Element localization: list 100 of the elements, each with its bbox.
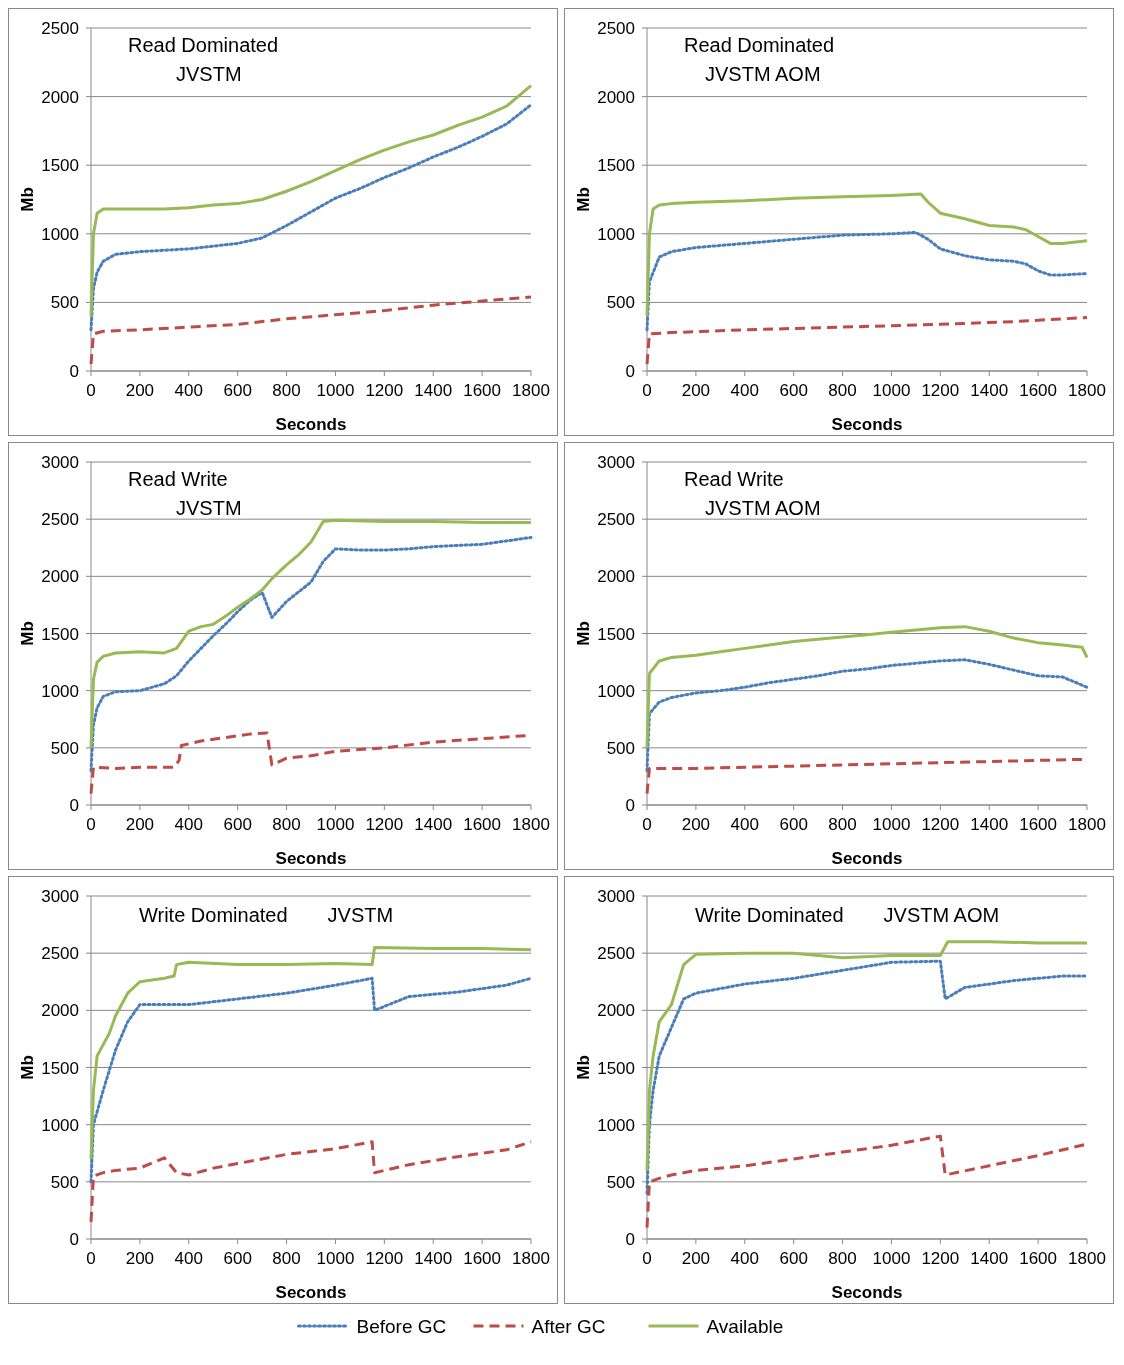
y-axis-title: Mb xyxy=(18,621,37,646)
y-tick-label: 1000 xyxy=(597,681,635,701)
x-axis-title: Seconds xyxy=(275,849,347,868)
y-tick-label: 2500 xyxy=(597,944,635,964)
x-tick-label: 1000 xyxy=(316,381,355,400)
y-axis-title: Mb xyxy=(574,621,593,646)
x-tick-label: 1000 xyxy=(316,815,355,834)
x-axis-title: Seconds xyxy=(831,849,903,868)
x-tick-label: 1000 xyxy=(872,815,911,834)
y-axis-title: Mb xyxy=(18,1055,37,1080)
line-series xyxy=(89,535,533,773)
x-tick-label: 1400 xyxy=(414,815,453,834)
x-axis-title: Seconds xyxy=(831,415,903,434)
x-tick-label: 200 xyxy=(125,815,155,834)
y-tick-label: 2500 xyxy=(41,19,79,38)
x-tick-label: 200 xyxy=(681,815,711,834)
y-tick-label: 500 xyxy=(606,293,635,313)
x-tick-label: 1200 xyxy=(921,381,960,400)
x-tick-label: 400 xyxy=(174,1249,203,1268)
y-tick-label: 0 xyxy=(69,362,79,381)
x-axis-title: Seconds xyxy=(275,1283,347,1302)
x-tick-label: 0 xyxy=(642,815,652,834)
x-tick-label: 1600 xyxy=(1019,815,1058,834)
x-tick-label: 1400 xyxy=(970,1249,1009,1268)
y-tick-label: 2500 xyxy=(41,510,79,530)
y-tick-label: 0 xyxy=(69,796,79,815)
y-tick-label: 2500 xyxy=(597,510,635,530)
y-tick-label: 2500 xyxy=(597,19,635,38)
y-tick-label: 3000 xyxy=(41,887,79,906)
y-tick-label: 1000 xyxy=(597,1115,635,1135)
chart-title: Write Dominated xyxy=(139,904,288,926)
x-tick-label: 800 xyxy=(272,1249,301,1268)
x-tick-label: 800 xyxy=(828,1249,857,1268)
chart-subtitle: JVSTM AOM xyxy=(883,904,1000,926)
x-tick-label: 200 xyxy=(681,1249,711,1268)
y-tick-label: 3000 xyxy=(41,453,79,472)
x-tick-label: 1200 xyxy=(921,1249,960,1268)
x-tick-label: 1000 xyxy=(872,1249,911,1268)
x-tick-label: 1400 xyxy=(970,381,1009,400)
chart-subtitle: JVSTM xyxy=(327,904,394,926)
y-tick-label: 3000 xyxy=(597,887,635,906)
x-tick-label: 600 xyxy=(223,815,252,834)
y-tick-label: 1500 xyxy=(597,156,635,176)
x-tick-label: 1600 xyxy=(463,815,502,834)
x-axis-title: Seconds xyxy=(831,1283,903,1302)
x-tick-label: 600 xyxy=(779,381,808,400)
legend-label: Before GC xyxy=(356,1316,447,1337)
y-axis-title: Mb xyxy=(574,187,593,212)
x-tick-label: 1400 xyxy=(970,815,1009,834)
x-tick-label: 400 xyxy=(730,815,759,834)
x-tick-label: 1400 xyxy=(414,1249,453,1268)
line-series xyxy=(645,192,1089,318)
y-tick-label: 0 xyxy=(69,1230,79,1249)
x-tick-label: 1600 xyxy=(463,381,502,400)
y-tick-label: 1000 xyxy=(41,1115,79,1135)
x-tick-label: 0 xyxy=(86,381,96,400)
chart-title: Read Write xyxy=(128,468,228,490)
x-tick-label: 600 xyxy=(223,381,252,400)
x-axis-title: Seconds xyxy=(275,415,347,434)
y-tick-label: 2000 xyxy=(597,1001,635,1021)
x-tick-label: 800 xyxy=(272,815,301,834)
x-tick-label: 400 xyxy=(730,381,759,400)
x-tick-label: 1200 xyxy=(365,815,404,834)
x-tick-label: 0 xyxy=(86,1249,96,1268)
x-tick-label: 1200 xyxy=(921,815,960,834)
y-tick-label: 1000 xyxy=(41,681,79,701)
x-tick-label: 800 xyxy=(828,381,857,400)
x-tick-label: 800 xyxy=(272,381,301,400)
legend-label: After GC xyxy=(531,1316,606,1337)
legend-label: Available xyxy=(706,1316,784,1337)
x-tick-label: 1400 xyxy=(414,381,453,400)
y-tick-label: 2000 xyxy=(41,87,79,107)
x-tick-label: 400 xyxy=(174,815,203,834)
y-tick-label: 1500 xyxy=(41,624,79,644)
x-tick-label: 1800 xyxy=(512,815,550,834)
y-tick-label: 500 xyxy=(50,738,79,758)
y-tick-label: 1500 xyxy=(41,1058,79,1078)
y-tick-label: 2500 xyxy=(41,944,79,964)
y-tick-label: 500 xyxy=(606,1172,635,1192)
text: JVSTM AOM xyxy=(705,63,821,85)
x-tick-label: 200 xyxy=(125,381,155,400)
line-series xyxy=(89,976,533,1184)
x-tick-label: 1800 xyxy=(1068,1249,1106,1268)
line-series xyxy=(89,945,533,1161)
y-tick-label: 500 xyxy=(50,293,79,313)
x-tick-label: 1200 xyxy=(365,381,404,400)
x-tick-label: 1800 xyxy=(512,1249,550,1268)
x-tick-label: 1600 xyxy=(463,1249,502,1268)
chart-title: Read Write xyxy=(684,468,784,490)
x-tick-label: 1000 xyxy=(316,1249,355,1268)
x-tick-label: 1800 xyxy=(512,381,550,400)
x-tick-label: 1800 xyxy=(1068,381,1106,400)
x-tick-label: 0 xyxy=(86,815,96,834)
text: JVSTM xyxy=(176,63,242,85)
y-tick-label: 1500 xyxy=(41,156,79,176)
x-tick-label: 600 xyxy=(223,1249,252,1268)
y-tick-label: 2000 xyxy=(41,567,79,587)
line-series xyxy=(645,230,1089,332)
y-tick-label: 1000 xyxy=(41,224,79,244)
x-tick-label: 200 xyxy=(125,1249,155,1268)
